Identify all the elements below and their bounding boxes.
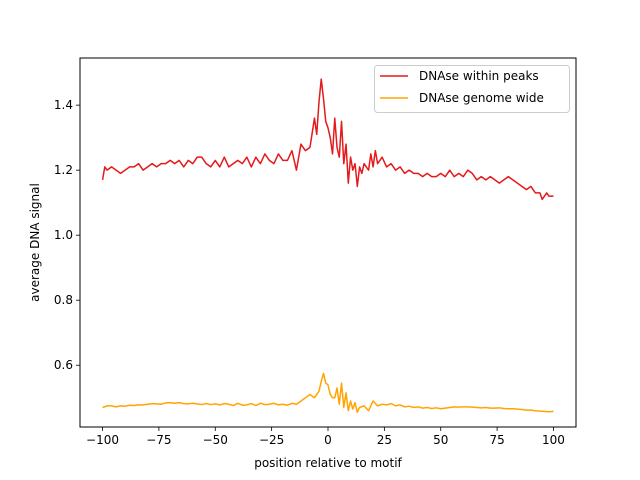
x-tick-label: −100 xyxy=(86,433,119,447)
legend-label-within-peaks: DNAse within peaks xyxy=(419,69,539,83)
x-tick-label: 75 xyxy=(489,433,504,447)
legend-box xyxy=(374,65,570,113)
legend-label-genome-wide: DNAse genome wide xyxy=(419,91,544,105)
series-line-genome-wide xyxy=(102,372,554,414)
series-layer xyxy=(101,78,554,414)
x-axis-label: position relative to motif xyxy=(254,456,402,470)
legend: DNAse within peaks DNAse genome wide xyxy=(374,65,570,113)
x-tick-label: 100 xyxy=(542,433,565,447)
y-axis: 0.6 0.8 1.0 1.2 1.4 xyxy=(54,98,80,372)
y-tick-label: 1.4 xyxy=(54,98,73,112)
y-tick-label: 1.0 xyxy=(54,228,73,242)
y-tick-label: 0.8 xyxy=(54,293,73,307)
y-tick-label: 1.2 xyxy=(54,163,73,177)
y-tick-label: 0.6 xyxy=(54,358,73,372)
x-tick-label: −25 xyxy=(259,433,284,447)
y-axis-label: average DNA signal xyxy=(28,183,42,302)
series-line-within-peaks xyxy=(101,78,554,201)
x-tick-label: −75 xyxy=(146,433,171,447)
x-tick-label: 0 xyxy=(324,433,332,447)
x-tick-label: −50 xyxy=(203,433,228,447)
x-tick-label: 50 xyxy=(433,433,448,447)
x-axis: −100 −75 −50 −25 0 25 50 75 100 xyxy=(86,427,565,447)
x-tick-label: 25 xyxy=(377,433,392,447)
